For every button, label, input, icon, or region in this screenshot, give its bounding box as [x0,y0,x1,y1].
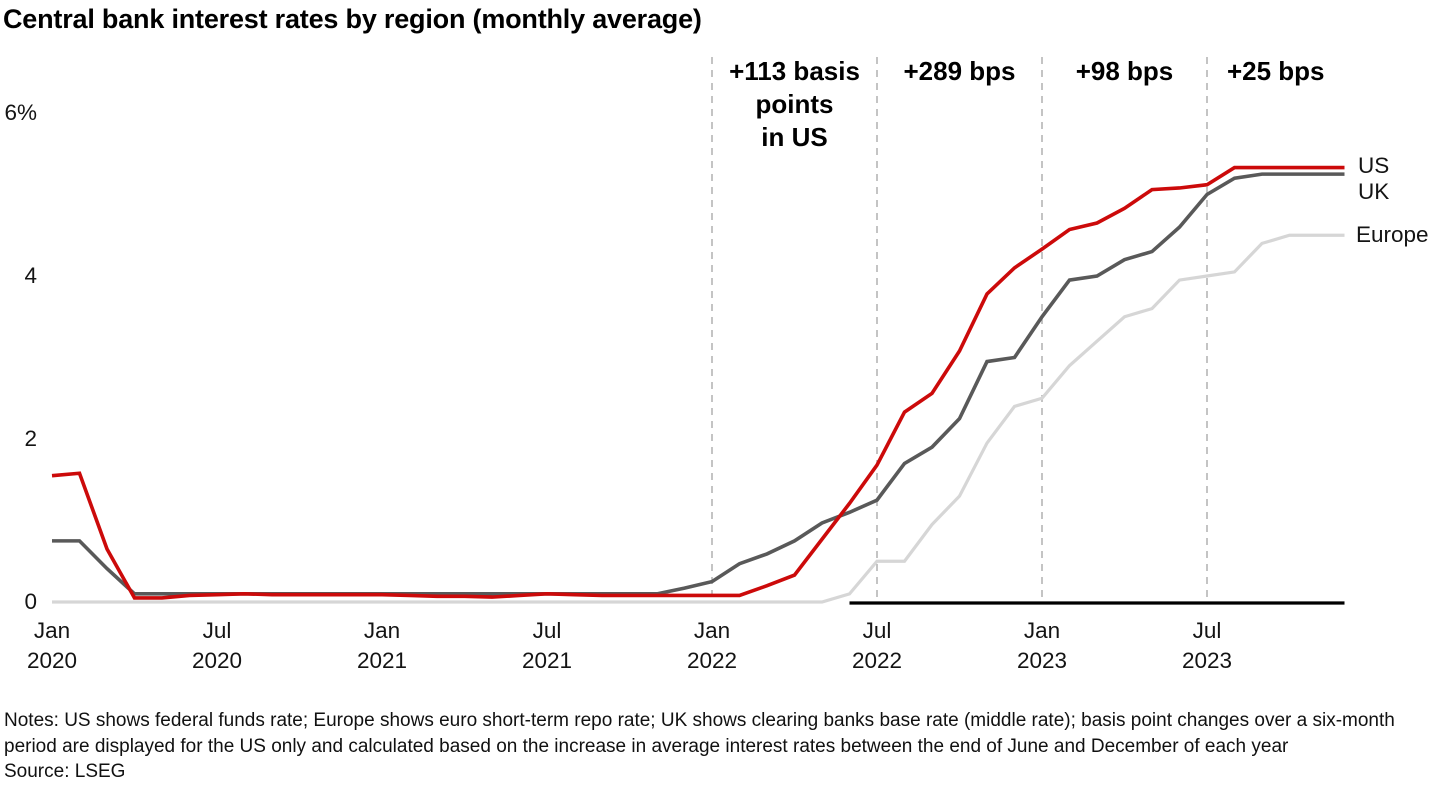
y-tick-label: 6% [4,100,37,125]
us-line [51,165,1345,600]
x-tick-label: 2020 [26,648,78,673]
x-tick: Jan 2021 [337,616,427,676]
period-annotation: +25 bps [1226,56,1325,86]
x-tick-label: Jan [33,618,71,643]
x-tick-label: 2020 [191,648,243,673]
notes-text: Notes: US shows federal funds rate; Euro… [4,710,1395,757]
y-tick-label: 0 [24,589,37,614]
x-tick: Jan 2022 [667,616,757,676]
x-tick: Jul 2022 [832,616,922,676]
x-tick-label: 2023 [1016,648,1068,673]
x-tick-label: 2021 [356,648,408,673]
x-tick-label: Jan [693,618,731,643]
uk-line [52,172,1345,596]
footer: Notes: US shows federal funds rate; Euro… [4,708,1438,785]
x-tick: Jul 2021 [502,616,592,676]
y-tick-label: 2 [24,426,37,451]
source-text: Source: LSEG [4,761,126,782]
chart-title: Central bank interest rates by region (m… [3,4,702,34]
y-tick-label: 4 [24,263,37,288]
x-tick-label: 2022 [851,648,903,673]
x-tick: Jan 2023 [997,616,1087,676]
period-annotation: +289 bps [903,56,1016,86]
x-tick-label: Jul [202,618,232,643]
period-annotation: +98 bps [1075,56,1174,86]
x-tick: Jan 2020 [7,616,97,676]
x-tick-label: Jan [1023,618,1061,643]
x-tick-label: Jul [1192,618,1222,643]
x-tick-label: Jul [862,618,892,643]
x-tick: Jul 2023 [1162,616,1252,676]
period-annotation: +113 basis points in US [729,56,860,152]
x-tick-label: 2022 [686,648,738,673]
series-label-uk: UK [1358,179,1390,204]
x-tick-label: Jul [532,618,562,643]
x-tick-label: 2023 [1181,648,1233,673]
x-tick: Jul 2020 [172,616,262,676]
x-tick-label: Jan [363,618,401,643]
x-tick-label: 2021 [521,648,573,673]
series-label-europe: Europe [1356,222,1429,247]
europe-line [52,233,1345,604]
series-label-us: US [1358,153,1390,178]
